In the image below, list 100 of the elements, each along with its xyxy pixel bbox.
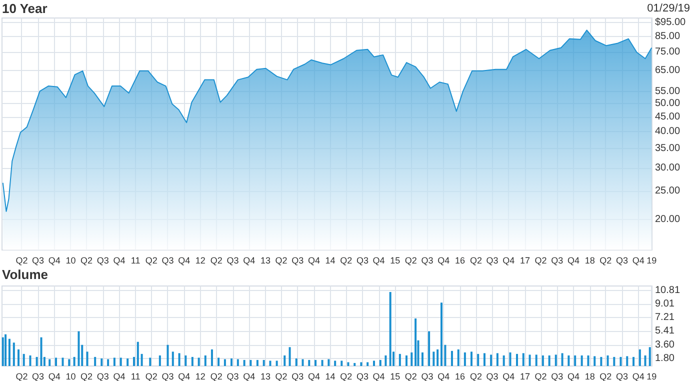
x-tick-label: Q4 — [502, 372, 515, 381]
x-tick-label: Q4 — [632, 372, 644, 381]
x-tick-label: Q3 — [96, 372, 109, 381]
x-tick-label: 10 — [66, 256, 76, 266]
y-tick-label: 5.41 — [655, 326, 675, 337]
x-tick-label: 19 — [646, 372, 657, 381]
x-tick-label: Q2 — [470, 372, 482, 381]
x-tick-label: Q2 — [275, 256, 288, 266]
chart-title: 10 Year — [2, 1, 48, 16]
x-tick-label: 15 — [390, 256, 400, 266]
x-tick-label: 12 — [195, 372, 206, 381]
y-tick-label: 45.00 — [655, 111, 680, 122]
x-tick-label: Q2 — [340, 256, 352, 266]
y-tick-label: 25.00 — [655, 186, 680, 197]
y-tick-label: 20.00 — [655, 214, 680, 225]
x-tick-label: Q3 — [162, 372, 174, 381]
x-tick-label: Q4 — [178, 372, 190, 381]
x-tick-label: Q4 — [372, 372, 385, 381]
x-tick-label: Q4 — [113, 372, 126, 381]
x-tick-label: 13 — [260, 372, 270, 381]
x-tick-label: Q4 — [113, 256, 126, 266]
x-tick-label: Q4 — [243, 256, 256, 266]
x-tick-label: Q3 — [96, 256, 109, 266]
x-tick-label: Q3 — [292, 372, 304, 381]
x-tick-label: Q2 — [80, 372, 93, 381]
x-tick-label: 10 — [66, 372, 76, 381]
x-tick-label: Q4 — [502, 256, 515, 266]
x-tick-label: 16 — [454, 256, 465, 266]
x-tick-label: Q3 — [616, 256, 628, 266]
text: 01/29/19 — [647, 2, 690, 14]
x-tick-label: Q2 — [470, 256, 482, 266]
x-tick-label: 19 — [646, 256, 657, 266]
x-tick-label: Q2 — [600, 372, 612, 381]
x-tick-label: Q4 — [567, 372, 580, 381]
x-tick-label: Q2 — [275, 372, 288, 381]
x-tick-label: 14 — [325, 256, 336, 266]
x-tick-label: Q2 — [80, 256, 93, 266]
x-tick-label: Q4 — [178, 256, 190, 266]
y-tick-label: 35.00 — [655, 143, 680, 154]
x-tick-label: Q2 — [16, 372, 28, 381]
x-tick-label: Q3 — [356, 372, 368, 381]
y-tick-label: 10.81 — [655, 284, 680, 296]
x-tick-label: Q2 — [340, 372, 352, 381]
x-tick-label: Q3 — [616, 372, 628, 381]
y-tick-label: 85.00 — [655, 30, 680, 42]
y-tick-label: 1.80 — [655, 352, 675, 364]
x-tick-label: Q2 — [404, 372, 417, 381]
x-tick-label: Q3 — [226, 372, 239, 381]
y-tick-label: 50.00 — [655, 98, 680, 109]
x-tick-label: Q4 — [438, 256, 450, 266]
x-tick-label: Q3 — [226, 256, 239, 266]
x-tick-label: Q2 — [534, 372, 547, 381]
x-tick-label: Q3 — [486, 372, 498, 381]
x-tick-label: Q2 — [16, 256, 28, 266]
x-tick-label: Q2 — [145, 372, 158, 381]
x-tick-label: Q4 — [567, 256, 580, 266]
x-tick-label: Q3 — [551, 256, 564, 266]
x-tick-label: 11 — [130, 372, 140, 381]
x-tick-label: 18 — [584, 372, 595, 381]
y-tick-label: 65.00 — [655, 64, 680, 76]
y-tick-label: 55.00 — [655, 86, 680, 97]
x-tick-label: 17 — [520, 372, 530, 381]
x-tick-label: Q2 — [534, 256, 547, 266]
x-tick-label: 14 — [325, 372, 336, 381]
chart-title: Volume — [2, 267, 48, 282]
x-tick-label: Q3 — [32, 372, 44, 381]
x-tick-label: Q2 — [404, 256, 417, 266]
y-tick-label: $95.00 — [655, 16, 686, 28]
y-tick-label: 9.01 — [655, 298, 675, 310]
x-tick-label: Q3 — [551, 372, 564, 381]
x-tick-label: Q3 — [292, 256, 304, 266]
x-tick-label: 13 — [260, 256, 270, 266]
x-tick-label: Q3 — [421, 256, 434, 266]
x-tick-label: Q4 — [438, 372, 450, 381]
x-tick-label: Q3 — [32, 256, 44, 266]
x-tick-label: Q3 — [356, 256, 368, 266]
y-tick-label: 3.60 — [655, 339, 675, 350]
x-tick-label: Q3 — [421, 372, 434, 381]
x-tick-label: Q4 — [48, 372, 60, 381]
x-tick-label: Q2 — [210, 372, 222, 381]
x-tick-label: 16 — [454, 372, 465, 381]
x-tick-label: Q2 — [210, 256, 222, 266]
x-tick-label: Q2 — [145, 256, 158, 266]
x-tick-label: Q4 — [243, 372, 256, 381]
x-tick-label: Q2 — [600, 256, 612, 266]
x-tick-label: 17 — [520, 256, 530, 266]
x-tick-label: 18 — [584, 256, 595, 266]
x-tick-label: Q4 — [632, 256, 644, 266]
x-tick-label: Q3 — [486, 256, 498, 266]
y-tick-label: 40.00 — [655, 126, 680, 138]
x-tick-label: 15 — [390, 372, 400, 381]
x-tick-label: Q4 — [308, 372, 320, 381]
y-tick-label: 30.00 — [655, 162, 680, 174]
x-tick-label: Q4 — [308, 256, 320, 266]
x-tick-label: Q4 — [48, 256, 60, 266]
x-tick-label: Q3 — [162, 256, 174, 266]
x-tick-label: 12 — [195, 256, 206, 266]
x-tick-label: 11 — [130, 256, 140, 266]
y-tick-label: 75.00 — [655, 46, 680, 58]
y-tick-label: 7.21 — [655, 312, 675, 324]
